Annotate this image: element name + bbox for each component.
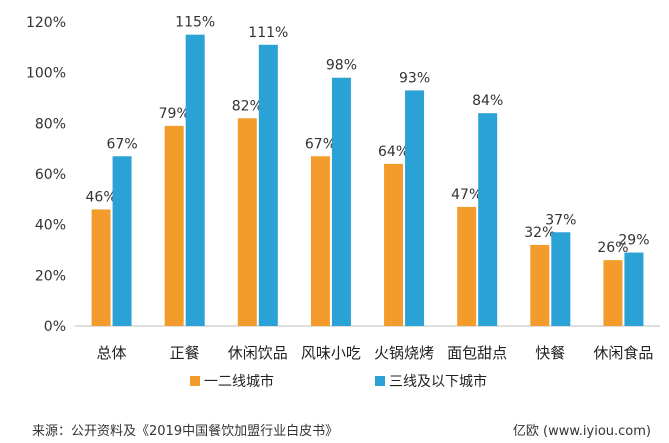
data-label: 82% [232, 98, 263, 114]
bar-tier12-6 [530, 244, 550, 326]
legend-label-tier3: 三线及以下城市 [389, 373, 487, 390]
x-category-label: 休闲饮品 [228, 344, 288, 362]
bar-tier3-2 [258, 44, 278, 327]
data-label: 64% [378, 144, 409, 160]
x-category-label: 休闲食品 [593, 344, 653, 362]
bar-tier3-3 [331, 77, 351, 326]
data-label: 26% [597, 240, 628, 256]
x-category-label: 总体 [97, 344, 127, 362]
bar-tier3-4 [405, 90, 425, 327]
data-label: 115% [175, 15, 215, 31]
y-tick-label: 60% [35, 167, 66, 183]
y-tick-label: 0% [44, 319, 66, 335]
data-label: 98% [326, 58, 357, 74]
legend-swatch-tier3 [375, 376, 385, 386]
x-category-label: 面包甜点 [447, 344, 507, 362]
x-category-label: 火锅烧烤 [374, 344, 434, 362]
data-label: 111% [248, 25, 288, 41]
bar-tier3-0 [112, 156, 132, 326]
bar-tier12-7 [603, 260, 623, 326]
bar-tier12-0 [91, 209, 111, 326]
bar-tier3-7 [624, 252, 644, 326]
bar-tier3-5 [478, 113, 498, 326]
y-tick-label: 100% [26, 66, 66, 82]
bar-tier12-1 [164, 125, 184, 326]
x-category-label: 正餐 [170, 344, 200, 362]
y-tick-label: 120% [26, 15, 66, 31]
y-tick-label: 80% [35, 116, 66, 132]
bar-tier12-4 [384, 163, 404, 326]
x-category-label: 快餐 [535, 344, 565, 362]
data-label: 84% [472, 93, 503, 109]
legend-swatch-tier12 [190, 376, 200, 386]
y-tick-label: 40% [35, 218, 66, 234]
data-label: 32% [524, 225, 555, 241]
data-label: 47% [451, 187, 482, 203]
data-label: 93% [399, 70, 430, 86]
data-label: 67% [107, 136, 138, 152]
data-label: 67% [305, 136, 336, 152]
data-label: 37% [545, 212, 576, 228]
source-note: 来源：公开资料及《2019中国餐饮加盟行业白皮书》 [32, 424, 339, 439]
y-tick-label: 20% [35, 268, 66, 284]
bar-tier3-6 [551, 232, 571, 326]
legend-label-tier12: 一二线城市 [204, 373, 274, 390]
bar-tier3-1 [185, 34, 205, 327]
x-category-label: 风味小吃 [301, 344, 361, 362]
watermark: 亿欧 (www.iyiou.com) [512, 424, 651, 439]
bar-tier12-3 [310, 156, 330, 326]
data-label: 29% [618, 233, 649, 249]
bar-tier12-2 [237, 118, 257, 327]
data-label: 46% [86, 189, 117, 205]
data-label: 79% [159, 106, 190, 122]
bar-tier12-5 [457, 206, 477, 326]
